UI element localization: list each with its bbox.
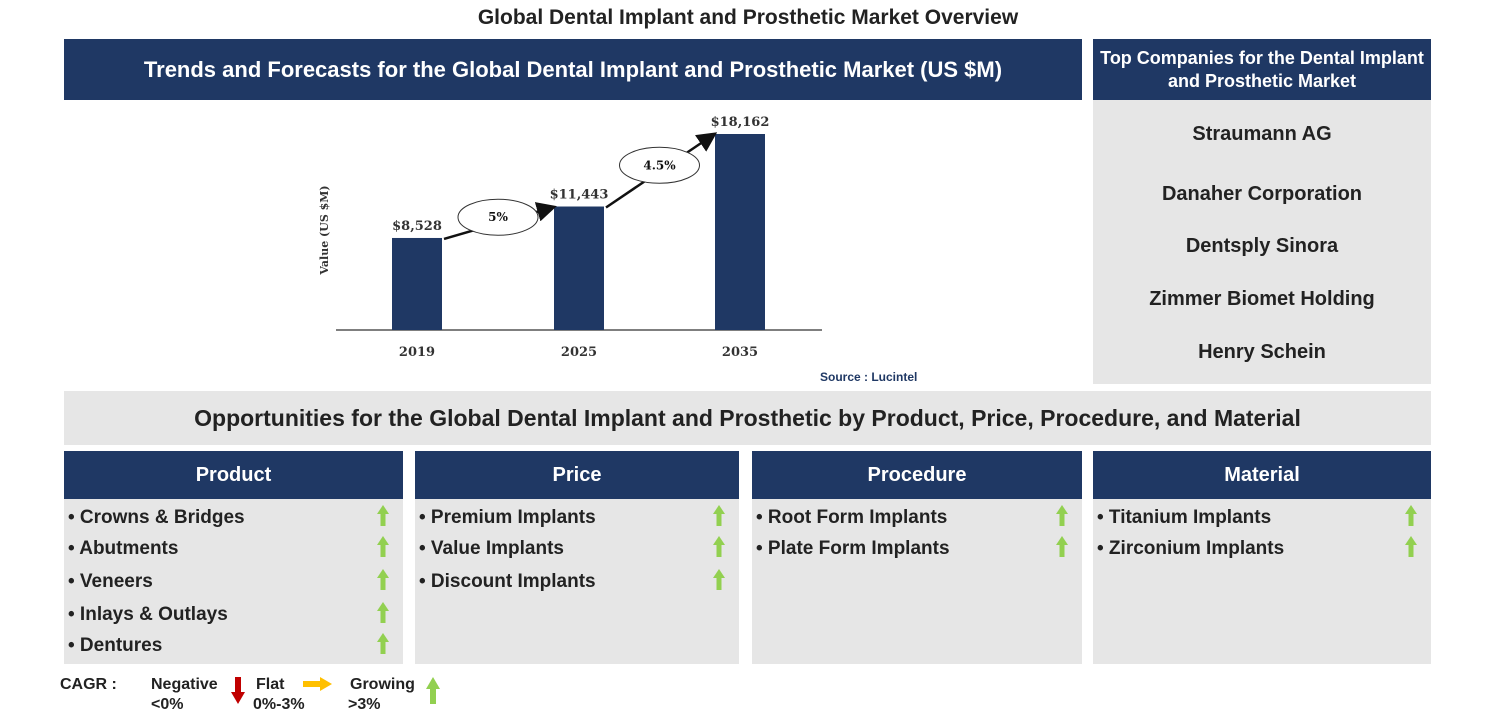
legend-growing-label: Growing [350, 676, 415, 693]
legend-negative-label: Negative [151, 676, 218, 693]
up-arrow-icon [1056, 536, 1068, 557]
opportunity-item: • Premium Implants [419, 507, 596, 528]
up-arrow-icon [1405, 536, 1417, 557]
opportunity-item: • Zirconium Implants [1097, 538, 1285, 559]
page-title: Global Dental Implant and Prosthetic Mar… [477, 6, 1019, 29]
opportunities-header: Opportunities for the Global Dental Impl… [64, 391, 1431, 445]
bar-value-label: $8,528 [392, 219, 442, 234]
up-arrow-icon [377, 569, 389, 590]
up-arrow-icon [377, 602, 389, 623]
company-item: Zimmer Biomet Holding [1149, 288, 1375, 310]
company-item: Dentsply Sinora [1185, 235, 1339, 257]
y-axis-label: Value (US $M) [318, 185, 331, 275]
column-header-procedure: Procedure [752, 451, 1082, 499]
opportunity-item: • Titanium Implants [1097, 507, 1272, 528]
x-tick-label: 2025 [561, 345, 597, 360]
bar-chart: Value (US $M) $8,528 2019 $11,443 2025 $18,16… [318, 115, 822, 360]
up-arrow-icon [377, 505, 389, 526]
company-item: Straumann AG [1192, 123, 1332, 145]
column-header-price: Price [415, 451, 739, 499]
up-arrow-icon [426, 677, 440, 704]
up-arrow-icon [713, 569, 725, 590]
legend-negative-range: <0% [151, 696, 184, 713]
column-body-price: • Premium Implants • Value Implants • Disc… [415, 499, 739, 664]
opportunity-item: • Abutments [68, 538, 179, 559]
column-body-product: • Crowns & Bridges • Abutments • Veneers • … [64, 499, 403, 664]
up-arrow-icon [377, 536, 389, 557]
column-body-procedure: • Root Form Implants • Plate Form Implant… [752, 499, 1082, 664]
up-arrow-icon [713, 536, 725, 557]
legend-flat-label: Flat [256, 676, 285, 693]
bar-2019 [392, 237, 442, 330]
legend-growing-range: >3% [348, 696, 381, 713]
cagr-label: 4.5% [643, 158, 676, 172]
opportunity-item: • Discount Implants [419, 571, 596, 592]
company-item: Danaher Corporation [1161, 183, 1363, 205]
x-tick-label: 2035 [722, 345, 758, 360]
opportunity-item: • Dentures [68, 635, 163, 656]
opportunity-item: • Value Implants [419, 538, 564, 559]
cagr-label: 5% [488, 210, 508, 224]
source-label: Source : Lucintel [820, 370, 918, 384]
up-arrow-icon [1056, 505, 1068, 526]
up-arrow-icon [1405, 505, 1417, 526]
opportunity-item: • Crowns & Bridges [68, 507, 245, 528]
column-header-material: Material [1093, 451, 1431, 499]
up-arrow-icon [713, 505, 725, 526]
bar-value-label: $11,443 [550, 188, 609, 203]
legend-cagr-label: CAGR : [60, 676, 117, 693]
up-arrow-icon [377, 633, 389, 654]
column-body-material: • Titanium Implants • Zirconium Implants [1093, 499, 1431, 664]
cagr-ellipse [457, 198, 539, 236]
bar-2025 [554, 206, 604, 330]
x-tick-label: 2019 [399, 345, 435, 360]
companies-header: Top Companies for the Dental Implant and… [1093, 39, 1431, 100]
bar-value-label: $18,162 [711, 115, 770, 130]
opportunity-item: • Plate Form Implants [756, 538, 950, 559]
companies-header-text: Top Companies for the Dental Implant and… [1100, 47, 1424, 91]
company-item: Henry Schein [1198, 341, 1326, 363]
bar-2035 [715, 134, 765, 330]
down-arrow-icon [231, 677, 245, 704]
companies-list: Straumann AG Danaher Corporation Dentspl… [1093, 100, 1431, 384]
opportunity-item: • Root Form Implants [756, 507, 948, 528]
column-header-product: Product [64, 451, 403, 499]
opportunity-item: • Inlays & Outlays [68, 604, 228, 625]
opportunity-item: • Veneers [68, 571, 153, 592]
right-arrow-icon [303, 677, 332, 691]
cagr-ellipse [619, 146, 700, 184]
chart-header: Trends and Forecasts for the Global Dent… [64, 39, 1082, 100]
legend-flat-range: 0%-3% [253, 696, 305, 713]
